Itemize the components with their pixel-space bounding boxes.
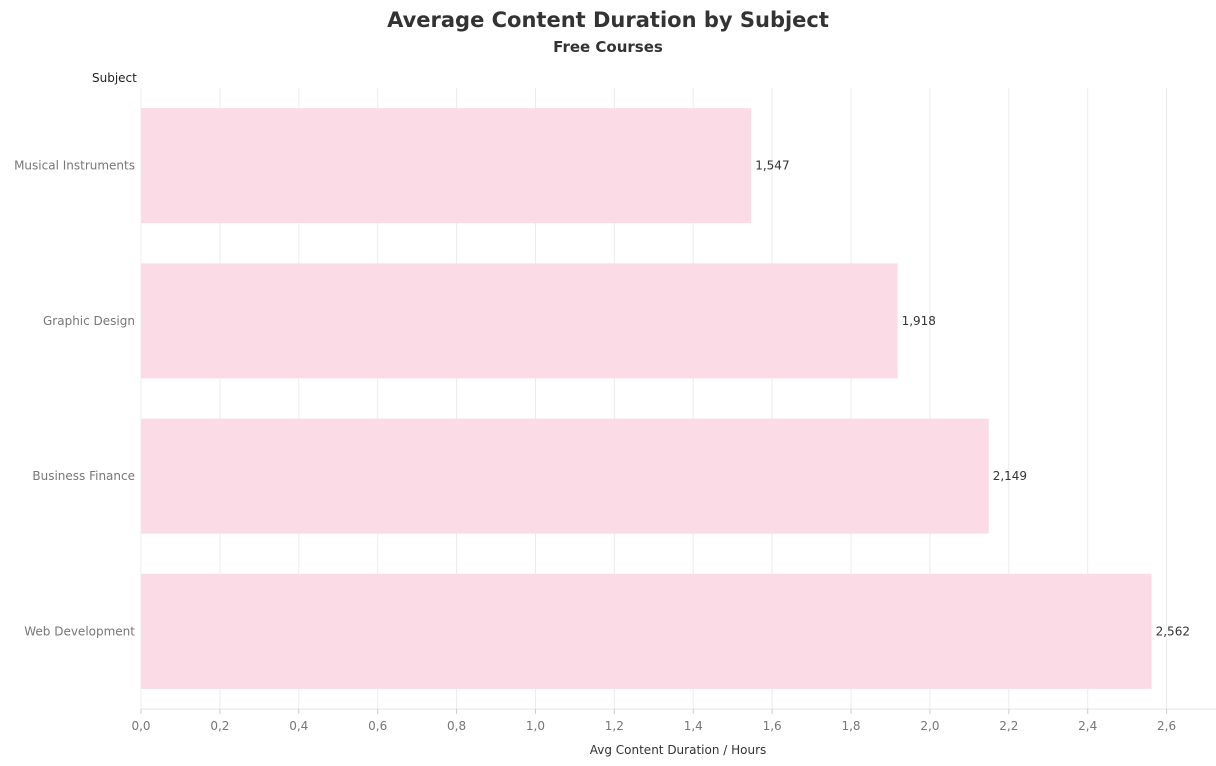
chart-title: Average Content Duration by Subject xyxy=(387,8,829,32)
tick-label: 0,6 xyxy=(368,719,387,733)
x-axis-title: Avg Content Duration / Hours xyxy=(589,743,767,757)
tick-label: 0,4 xyxy=(289,719,308,733)
row-header: Subject xyxy=(92,71,137,85)
tick-label: 2,4 xyxy=(1078,719,1097,733)
category-label: Business Finance xyxy=(32,469,135,483)
tick-label: 0,0 xyxy=(131,719,150,733)
tick-label: 2,6 xyxy=(1157,719,1176,733)
bar xyxy=(141,108,752,224)
tick-label: 2,2 xyxy=(999,719,1018,733)
category-label: Web Development xyxy=(24,624,135,638)
tick-label: 0,2 xyxy=(210,719,229,733)
tick-label: 1,8 xyxy=(841,719,860,733)
value-label: 2,149 xyxy=(993,469,1027,483)
bar xyxy=(141,418,989,534)
bar xyxy=(141,263,898,379)
tick-label: 0,8 xyxy=(447,719,466,733)
value-label: 1,547 xyxy=(755,159,789,173)
value-label: 1,918 xyxy=(902,314,936,328)
tick-label: 1,2 xyxy=(605,719,624,733)
chart-subtitle: Free Courses xyxy=(553,38,663,56)
category-label: Graphic Design xyxy=(43,314,135,328)
category-label: Musical Instruments xyxy=(14,159,135,173)
tick-label: 1,4 xyxy=(684,719,703,733)
tick-label: 1,6 xyxy=(763,719,782,733)
bar xyxy=(141,573,1152,689)
tick-label: 1,0 xyxy=(526,719,545,733)
value-label: 2,562 xyxy=(1156,624,1190,638)
tick-label: 2,0 xyxy=(920,719,939,733)
